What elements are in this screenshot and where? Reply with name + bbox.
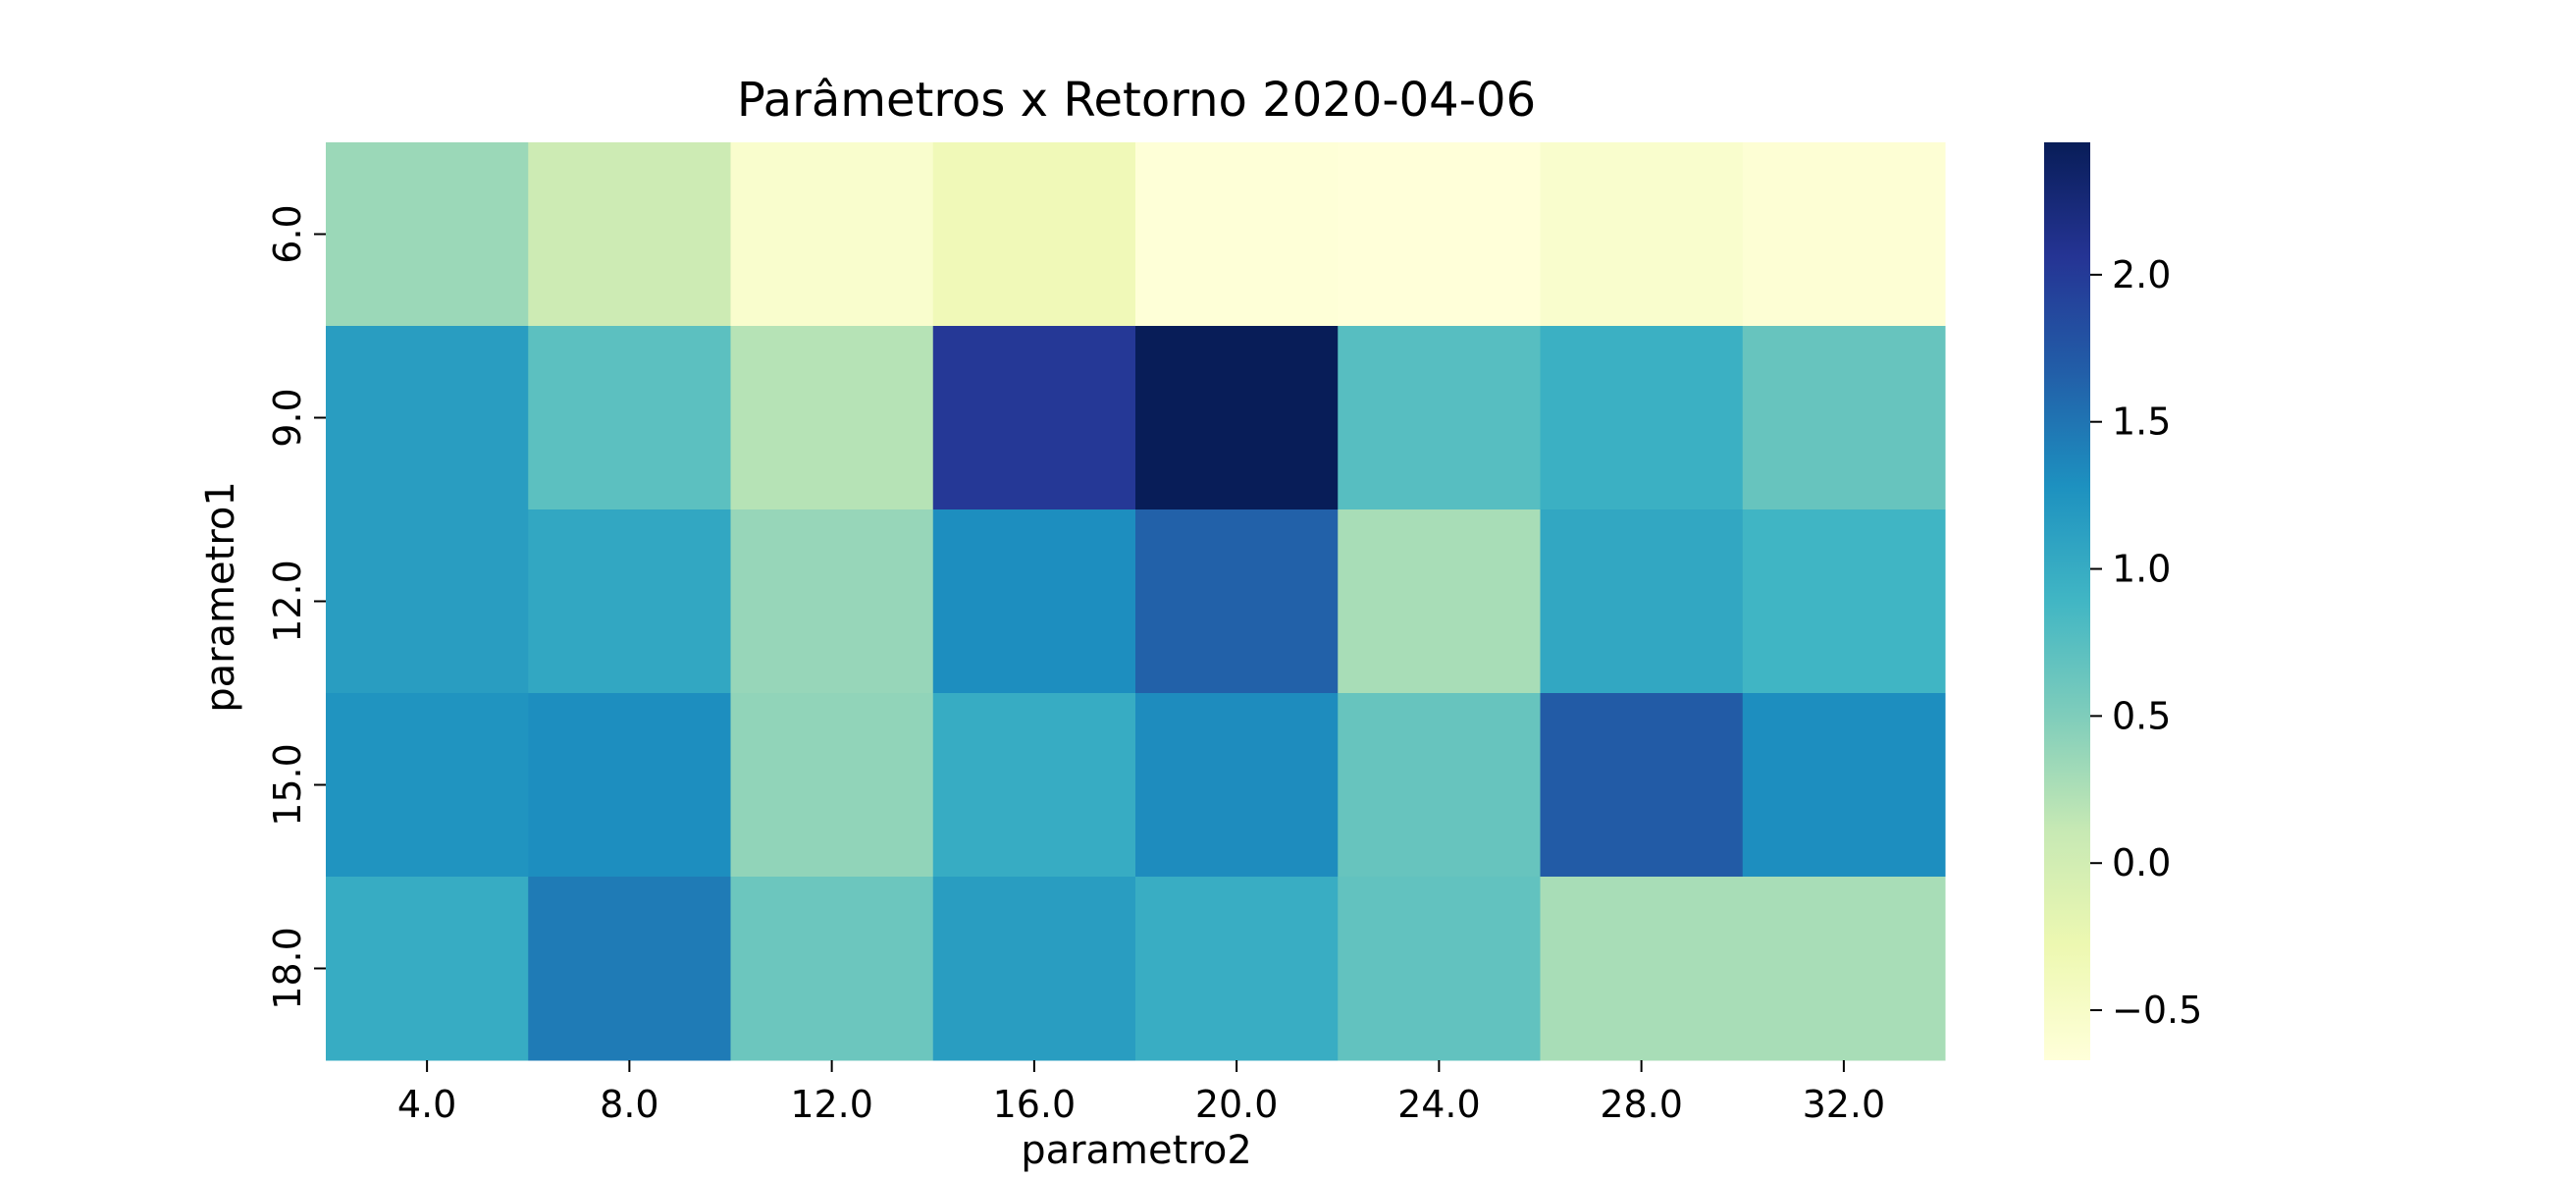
heatmap-cell — [1338, 142, 1541, 327]
heatmap-cell — [1540, 877, 1744, 1061]
heatmap-cell — [730, 509, 934, 694]
heatmap-cell — [1742, 326, 1946, 510]
heatmap-cell — [326, 693, 529, 878]
heatmap-cell — [1135, 693, 1339, 878]
heatmap-cell — [1135, 877, 1339, 1061]
y-tick-label: 9.0 — [266, 388, 309, 447]
heatmap-cell — [730, 142, 934, 327]
heatmap-cell — [1135, 509, 1339, 694]
heatmap-cell — [528, 509, 731, 694]
colorbar — [2044, 142, 2090, 1060]
heatmap-cell — [730, 877, 934, 1061]
heatmap-cell — [326, 877, 529, 1061]
x-tick-label: 20.0 — [1195, 1083, 1279, 1126]
heatmap-cell — [528, 693, 731, 878]
x-axis-label: parametro2 — [1021, 1128, 1252, 1173]
heatmap-cell — [932, 326, 1136, 510]
heatmap-cell — [1135, 142, 1339, 327]
y-tick-label: 12.0 — [266, 560, 309, 643]
heatmap-cell — [1338, 693, 1541, 878]
heatmap-cell — [528, 142, 731, 327]
x-tick-label: 8.0 — [600, 1083, 658, 1126]
heatmap-cell — [1540, 142, 1744, 327]
heatmap-cell — [932, 877, 1136, 1061]
x-tick-label: 24.0 — [1397, 1083, 1481, 1126]
y-tick-label: 18.0 — [266, 927, 309, 1010]
heatmap-cell — [730, 693, 934, 878]
heatmap-cell — [1135, 326, 1339, 510]
y-axis-ticks: 6.0 9.0 12.0 15.0 18.0 — [266, 204, 326, 1010]
heatmap-cell — [326, 142, 529, 327]
heatmap-cell — [1742, 509, 1946, 694]
heatmap-cell — [1338, 326, 1541, 510]
heatmap-cell — [730, 326, 934, 510]
x-tick-label: 16.0 — [993, 1083, 1077, 1126]
heatmap-cell — [1540, 509, 1744, 694]
colorbar-ticks: −0.5 0.0 0.5 1.0 1.5 2.0 — [2090, 253, 2202, 1032]
heatmap-cell — [1540, 693, 1744, 878]
colorbar-tick-label: 1.0 — [2112, 548, 2171, 591]
heatmap-cell — [932, 509, 1136, 694]
heatmap-cell — [1742, 693, 1946, 878]
heatmap-cell — [932, 693, 1136, 878]
x-tick-label: 12.0 — [790, 1083, 873, 1126]
y-tick-label: 6.0 — [266, 204, 309, 263]
heatmap-cell — [1338, 509, 1541, 694]
colorbar-tick-label: 0.5 — [2112, 694, 2171, 737]
heatmap-cell — [1742, 142, 1946, 327]
heatmap-cell — [326, 326, 529, 510]
x-axis-ticks: 4.0 8.0 12.0 16.0 20.0 24.0 28.0 32.0 — [397, 1060, 1885, 1126]
colorbar-tick-label: 1.5 — [2112, 401, 2171, 444]
x-tick-label: 4.0 — [397, 1083, 456, 1126]
heatmap-cell — [326, 509, 529, 694]
colorbar-tick-label: 2.0 — [2112, 253, 2171, 296]
heatmap-cell — [528, 326, 731, 510]
x-tick-label: 28.0 — [1600, 1083, 1683, 1126]
y-axis-label: parametro1 — [198, 481, 243, 713]
chart-title: Parâmetros x Retorno 2020-04-06 — [737, 73, 1536, 128]
heatmap-cell — [1540, 326, 1744, 510]
colorbar-tick-label: −0.5 — [2112, 989, 2202, 1032]
heatmap-cells — [326, 142, 1946, 1061]
y-tick-label: 15.0 — [266, 743, 309, 827]
heatmap-cell — [932, 142, 1136, 327]
colorbar-tick-label: 0.0 — [2112, 841, 2171, 884]
x-tick-label: 32.0 — [1803, 1083, 1886, 1126]
heatmap-cell — [1338, 877, 1541, 1061]
heatmap-cell — [1742, 877, 1946, 1061]
heatmap-cell — [528, 877, 731, 1061]
